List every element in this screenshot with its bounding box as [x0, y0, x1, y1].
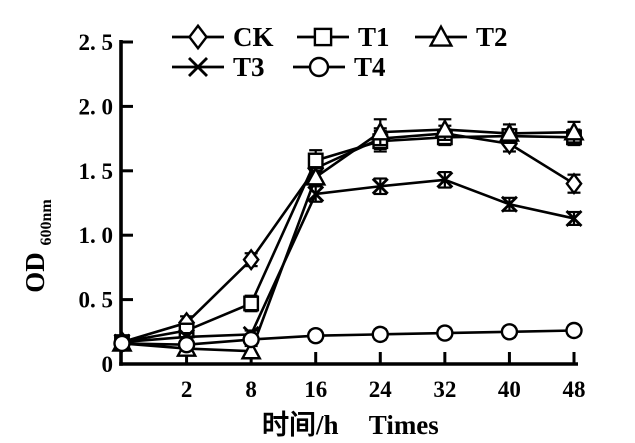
legend-item-T1: T1: [297, 22, 390, 52]
marker-triangle: [563, 121, 585, 141]
x-axis-label-zh: 时间/h: [262, 410, 339, 440]
marker-triangle: [434, 118, 456, 138]
series-line-T4: [121, 329, 575, 346]
axis-ticks: 2 8 16 24 32 40 48 0 0. 5 1. 0 1. 5 2. 0 2. 5: [79, 30, 586, 402]
x-tick-label: 24: [369, 377, 393, 402]
series-line-T3: [121, 178, 575, 344]
y-axis-label-subscript: 600nm: [38, 199, 55, 246]
x-axis-label-en: Times: [369, 410, 439, 440]
marker-diamond: [242, 248, 260, 272]
marker-circle: [565, 321, 583, 340]
marker-circle: [371, 325, 389, 344]
x-tick-label: 40: [498, 377, 521, 402]
legend-label-T1: T1: [358, 22, 390, 52]
legend-label-T3: T3: [233, 52, 265, 82]
y-axis-label: OD 600nm: [20, 199, 55, 293]
y-tick-label: 2. 5: [79, 30, 114, 55]
x-tick-label: 16: [304, 377, 327, 402]
marker-circle: [242, 330, 260, 349]
marker-x: [371, 177, 389, 195]
legend-label-T4: T4: [354, 52, 386, 82]
y-tick-label: 2. 0: [79, 94, 114, 119]
series-line-CK: [121, 132, 575, 344]
marker-circle: [177, 335, 196, 354]
marker-triangle: [240, 339, 262, 360]
marker-square: [313, 27, 333, 47]
marker-triangle: [305, 166, 327, 186]
series-T4: [113, 321, 583, 354]
y-tick-label: 0: [102, 352, 114, 377]
legend-item-T2: T2: [415, 22, 508, 52]
legend: CK T1 T2 T3 T4: [172, 22, 508, 82]
x-tick-label: 48: [562, 377, 585, 402]
x-tick-label: 2: [181, 377, 193, 402]
marker-circle: [436, 324, 454, 342]
legend-item-T3: T3: [172, 52, 265, 82]
axes: [119, 40, 578, 366]
x-tick-label: 32: [433, 377, 456, 402]
legend-item-T4: T4: [293, 52, 386, 82]
legend-item-CK: CK: [172, 22, 274, 52]
marker-x: [500, 195, 518, 213]
legend-label-T2: T2: [476, 22, 508, 52]
y-tick-label: 1. 0: [79, 223, 114, 248]
marker-x: [188, 57, 208, 77]
y-axis-label-main: OD: [20, 252, 50, 293]
x-axis-label: 时间/h Times: [262, 410, 439, 440]
marker-x: [307, 185, 325, 203]
marker-diamond: [187, 23, 209, 51]
y-tick-label: 1. 5: [79, 159, 114, 184]
x-tick-label: 8: [245, 377, 257, 402]
marker-circle: [500, 323, 519, 341]
series-line-T2: [121, 128, 575, 353]
plot-series: [111, 118, 585, 360]
series-CK: [113, 122, 583, 354]
marker-triangle: [369, 121, 391, 141]
marker-triangle: [498, 122, 521, 142]
marker-x: [436, 171, 454, 189]
marker-circle: [113, 334, 131, 353]
y-tick-label: 0. 5: [79, 288, 114, 313]
legend-label-CK: CK: [233, 22, 274, 52]
marker-square: [243, 295, 260, 312]
marker-x: [565, 209, 583, 227]
marker-circle: [308, 56, 330, 78]
series-line-T1: [121, 134, 575, 344]
marker-square: [307, 152, 324, 169]
marker-diamond: [565, 172, 583, 196]
marker-circle: [307, 326, 325, 345]
marker-triangle: [428, 24, 454, 47]
